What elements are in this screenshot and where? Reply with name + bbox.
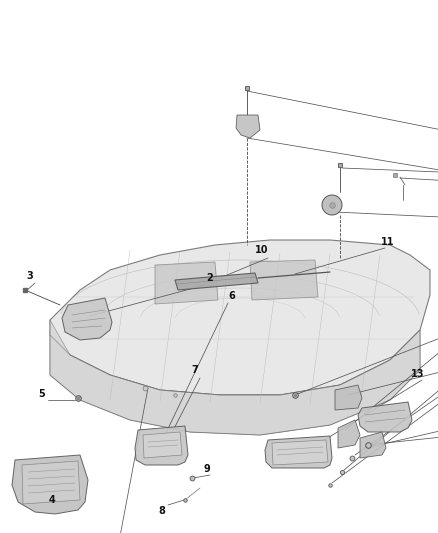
Polygon shape <box>50 240 430 395</box>
Polygon shape <box>272 440 328 465</box>
Polygon shape <box>50 330 420 435</box>
Polygon shape <box>335 385 362 410</box>
Text: 8: 8 <box>159 506 166 516</box>
Polygon shape <box>338 420 360 448</box>
Text: 5: 5 <box>39 389 46 399</box>
Circle shape <box>322 195 342 215</box>
Text: 6: 6 <box>229 291 235 301</box>
Text: 4: 4 <box>49 495 55 505</box>
Polygon shape <box>360 432 386 458</box>
Polygon shape <box>50 320 420 435</box>
Text: 11: 11 <box>381 237 395 247</box>
Polygon shape <box>265 436 332 468</box>
Polygon shape <box>236 115 260 138</box>
Polygon shape <box>22 461 80 504</box>
Polygon shape <box>155 262 218 304</box>
Text: 9: 9 <box>204 464 210 474</box>
Text: 3: 3 <box>27 271 33 281</box>
Polygon shape <box>358 402 412 432</box>
Text: 10: 10 <box>255 245 269 255</box>
Polygon shape <box>250 260 318 300</box>
Text: 2: 2 <box>207 273 213 283</box>
Polygon shape <box>135 426 188 465</box>
Text: 13: 13 <box>411 369 425 379</box>
Polygon shape <box>12 455 88 514</box>
Polygon shape <box>62 298 112 340</box>
Polygon shape <box>143 432 182 458</box>
Text: 7: 7 <box>192 365 198 375</box>
Polygon shape <box>175 273 258 290</box>
